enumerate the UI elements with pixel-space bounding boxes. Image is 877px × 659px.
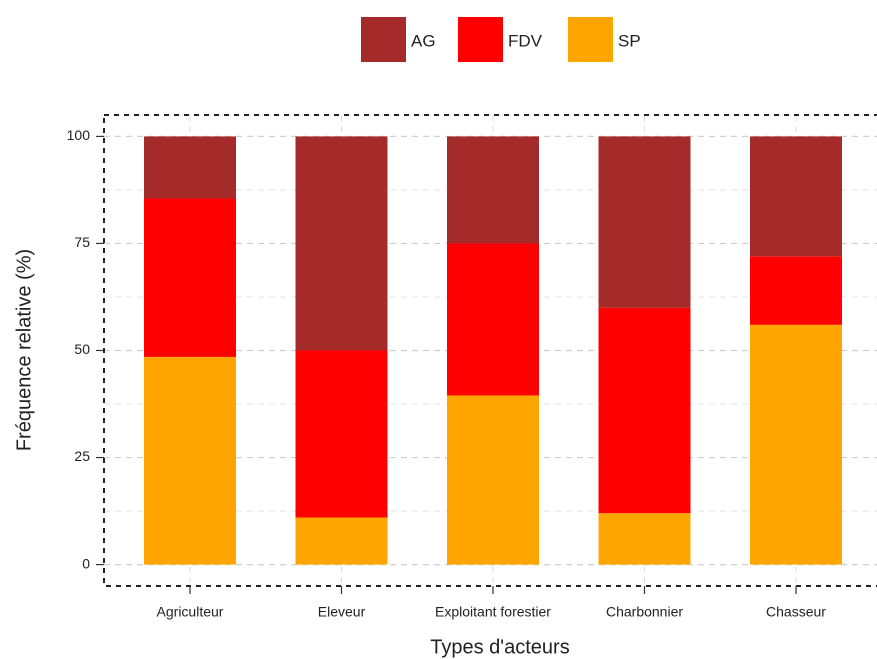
x-tick-label: Chasseur [766,604,826,620]
y-axis-label: Fréquence relative (%) [13,249,35,451]
bar-segment [144,198,236,357]
legend-label: SP [618,31,641,50]
y-tick-label: 25 [74,448,90,464]
bar-segment [447,243,539,396]
x-axis-label: Types d'acteurs [430,636,569,658]
legend-swatch [361,17,406,62]
bar-segment [295,350,388,518]
bar-segment [295,136,388,351]
legend-swatch [568,17,613,62]
x-tick-label: Exploitant forestier [435,604,551,620]
x-tick-label: Charbonnier [606,604,683,620]
legend-label: AG [411,31,436,50]
bar-segment [750,256,842,325]
legend-label: FDV [508,31,543,50]
bar-segment [598,513,691,565]
y-tick-label: 0 [82,555,90,571]
bar-segment [598,136,691,308]
panel-border [103,114,877,587]
bar-segment [750,324,842,565]
bar-segment [295,517,388,565]
y-tick-label: 100 [67,127,91,143]
y-tick-label: 50 [74,341,90,357]
bar-segment [447,136,539,244]
bar-segment [598,307,691,514]
bar-segment [750,136,842,257]
bar-segment [144,136,236,199]
bar-segment [144,356,236,565]
x-tick-label: Agriculteur [157,604,224,620]
bar-segment [447,395,539,565]
x-tick-label: Eleveur [318,604,366,620]
y-tick-label: 75 [74,234,90,250]
legend-swatch [458,17,503,62]
